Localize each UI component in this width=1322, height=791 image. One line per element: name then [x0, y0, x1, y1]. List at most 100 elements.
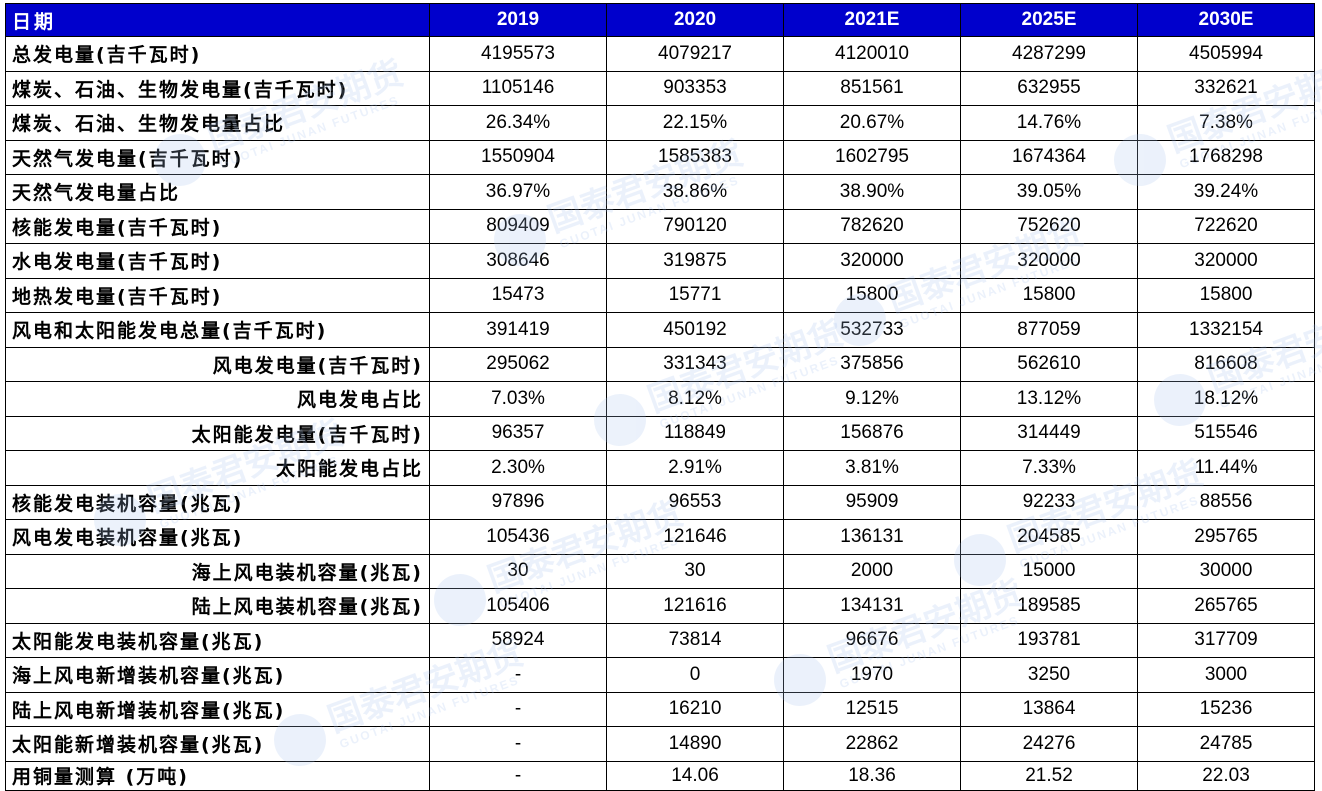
table-cell: 15236 — [1137, 691, 1315, 727]
table-cell: 1585383 — [606, 139, 784, 175]
table-cell: 24785 — [1137, 726, 1315, 762]
power-generation-table: 日期 2019 2020 2021E 2025E 2030E 总发电量(吉千瓦时… — [5, 3, 1315, 791]
header-year-2020: 2020 — [606, 3, 784, 37]
table-cell: 118849 — [606, 415, 784, 451]
row-label: 太阳能发电装机容量(兆瓦) — [5, 622, 430, 658]
row-label: 核能发电量(吉千瓦时) — [5, 208, 430, 244]
table-row: 总发电量(吉千瓦时) 4195573 4079217 4120010 4287299 45… — [5, 36, 1315, 72]
table-cell: - — [429, 726, 607, 762]
table-cell: 816608 — [1137, 346, 1315, 382]
table-cell: 1602795 — [783, 139, 961, 175]
table-cell: 22.03 — [1137, 760, 1315, 791]
table-cell: 38.90% — [783, 174, 961, 210]
table-cell: 36.97% — [429, 174, 607, 210]
row-label: 煤炭、石油、生物发电量(吉千瓦时) — [5, 70, 430, 106]
table-cell: 295765 — [1137, 519, 1315, 555]
table-cell: 2000 — [783, 553, 961, 589]
table-row: 太阳能发电装机容量(兆瓦) 58924 73814 96676 193781 317709 — [5, 622, 1315, 658]
table-cell: 39.05% — [960, 174, 1138, 210]
table-cell: 189585 — [960, 588, 1138, 624]
row-label: 天然气发电量占比 — [5, 174, 430, 210]
table-cell: 2.91% — [606, 450, 784, 486]
table-row: 风电发电占比 7.03% 8.12% 9.12% 13.12% 18.12% — [5, 381, 1315, 417]
table-cell: 1332154 — [1137, 312, 1315, 348]
table-cell: 15800 — [783, 277, 961, 313]
table-row: 太阳能发电量(吉千瓦时) 96357 118849 156876 314449 51554… — [5, 415, 1315, 451]
table-cell: 58924 — [429, 622, 607, 658]
table-cell: 0 — [606, 657, 784, 693]
table-cell: 92233 — [960, 484, 1138, 520]
table-cell: 38.86% — [606, 174, 784, 210]
table-cell: 790120 — [606, 208, 784, 244]
table-row: 地热发电量(吉千瓦时) 15473 15771 15800 15800 15800 — [5, 277, 1315, 313]
table-cell: 3.81% — [783, 450, 961, 486]
table-cell: 88556 — [1137, 484, 1315, 520]
row-label: 陆上风电新增装机容量(兆瓦) — [5, 691, 430, 727]
row-label: 风电发电量(吉千瓦时) — [5, 346, 430, 382]
table-cell: 15771 — [606, 277, 784, 313]
table-cell: 8.12% — [606, 381, 784, 417]
table-cell: 4505994 — [1137, 36, 1315, 72]
table-cell: 14890 — [606, 726, 784, 762]
table-row: 用铜量测算 (万吨) -14.06 18.36 21.52 22.03 — [5, 760, 1315, 791]
table-cell: 18.12% — [1137, 381, 1315, 417]
table-cell: 317709 — [1137, 622, 1315, 658]
table-cell: 18.36 — [783, 760, 961, 791]
row-label: 核能发电装机容量(兆瓦) — [5, 484, 430, 520]
table-cell: 21.52 — [960, 760, 1138, 791]
row-label: 海上风电装机容量(兆瓦) — [5, 553, 430, 589]
table-cell: 320000 — [960, 243, 1138, 279]
table-cell: 11.44% — [1137, 450, 1315, 486]
table-cell: 121646 — [606, 519, 784, 555]
table-cell: 95909 — [783, 484, 961, 520]
table-cell: 12515 — [783, 691, 961, 727]
table-row: 天然气发电量占比 36.97% 38.86% 38.90% 39.05% 39.24% — [5, 174, 1315, 210]
header-year-2025e: 2025E — [960, 3, 1138, 37]
table-cell: 22862 — [783, 726, 961, 762]
table-cell: 22.15% — [606, 105, 784, 141]
table-cell: 7.38% — [1137, 105, 1315, 141]
table-cell: 4120010 — [783, 36, 961, 72]
table-cell: 375856 — [783, 346, 961, 382]
table-cell: 15800 — [960, 277, 1138, 313]
table-cell: 134131 — [783, 588, 961, 624]
table-cell: 903353 — [606, 70, 784, 106]
table-cell: 1105146 — [429, 70, 607, 106]
table-cell: 314449 — [960, 415, 1138, 451]
row-label: 风电和太阳能发电总量(吉千瓦时) — [5, 312, 430, 348]
table-cell: 391419 — [429, 312, 607, 348]
table-cell: 16210 — [606, 691, 784, 727]
table-cell: 1768298 — [1137, 139, 1315, 175]
table-row: 陆上风电新增装机容量(兆瓦) -16210 12515 13864 15236 — [5, 691, 1315, 727]
row-label: 地热发电量(吉千瓦时) — [5, 277, 430, 313]
table-cell: 515546 — [1137, 415, 1315, 451]
table-cell: 4287299 — [960, 36, 1138, 72]
table-cell: 7.33% — [960, 450, 1138, 486]
table-cell: 722620 — [1137, 208, 1315, 244]
table-cell: 9.12% — [783, 381, 961, 417]
table-cell: 809409 — [429, 208, 607, 244]
table-cell: 193781 — [960, 622, 1138, 658]
table-cell: 877059 — [960, 312, 1138, 348]
table-cell: 97896 — [429, 484, 607, 520]
header-year-2030e: 2030E — [1137, 3, 1315, 37]
row-label: 煤炭、石油、生物发电量占比 — [5, 105, 430, 141]
table-cell: 2.30% — [429, 450, 607, 486]
row-label: 风电发电占比 — [5, 381, 430, 417]
table-cell: 136131 — [783, 519, 961, 555]
row-label: 太阳能新增装机容量(兆瓦) — [5, 726, 430, 762]
table-row: 陆上风电装机容量(兆瓦) 105406 121616 134131 189585 2657… — [5, 588, 1315, 624]
table-cell: 204585 — [960, 519, 1138, 555]
table-cell: 96553 — [606, 484, 784, 520]
table-cell: 331343 — [606, 346, 784, 382]
table-body: 总发电量(吉千瓦时) 4195573 4079217 4120010 4287299 45… — [5, 36, 1315, 791]
table-cell: 105406 — [429, 588, 607, 624]
table-cell: 308646 — [429, 243, 607, 279]
row-label: 水电发电量(吉千瓦时) — [5, 243, 430, 279]
table-cell: 96357 — [429, 415, 607, 451]
table-cell: 3000 — [1137, 657, 1315, 693]
table-row: 核能发电量(吉千瓦时) 809409 790120 782620 752620 72262… — [5, 208, 1315, 244]
table-cell: 1970 — [783, 657, 961, 693]
table-cell: 14.06 — [606, 760, 784, 791]
table-row: 煤炭、石油、生物发电量(吉千瓦时) 1105146 903353 851561 6329… — [5, 70, 1315, 106]
